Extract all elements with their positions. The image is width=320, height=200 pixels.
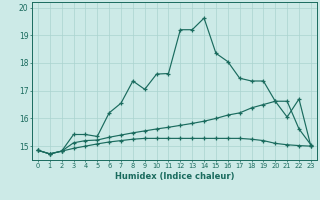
X-axis label: Humidex (Indice chaleur): Humidex (Indice chaleur) bbox=[115, 172, 234, 181]
